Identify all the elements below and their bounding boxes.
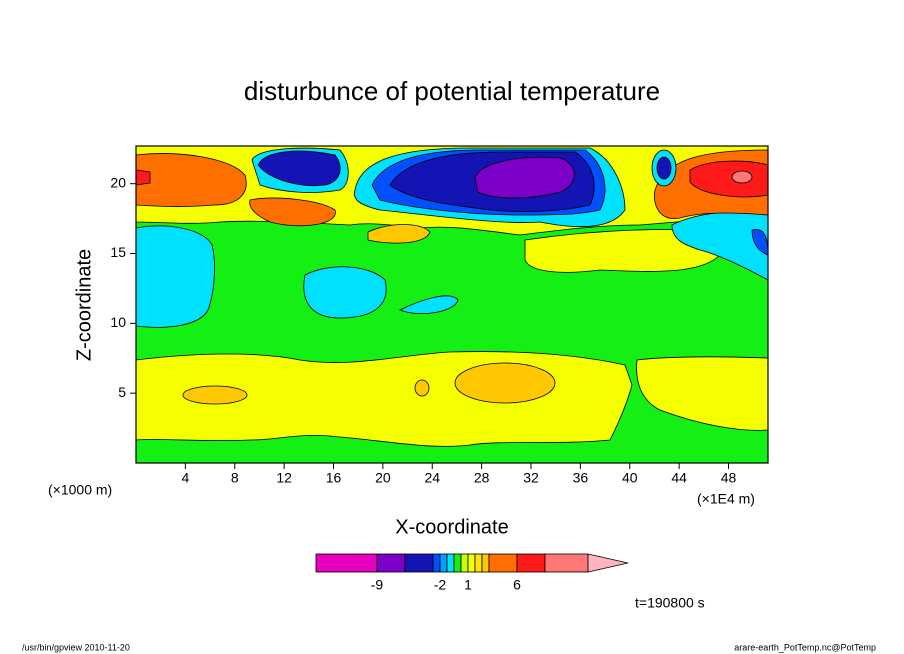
colorbar-segment (488, 553, 518, 573)
colorbar-segment (481, 553, 490, 573)
x-tick-label: 8 (231, 470, 239, 486)
x-tick-label: 32 (523, 470, 539, 486)
x-tick-label: 16 (326, 470, 342, 486)
region (136, 169, 151, 186)
y-axis-label: Z-coordinate (73, 249, 95, 361)
colorbar-label: -2 (434, 577, 447, 593)
colorbar-label: 6 (513, 577, 521, 593)
region (656, 156, 672, 180)
region (731, 170, 753, 184)
region (751, 229, 768, 256)
colorbar-segment (315, 553, 378, 573)
plot-frame (135, 145, 769, 464)
region (136, 153, 247, 207)
chart-title: disturbunce of potential temperature (244, 76, 660, 106)
colorbar-segment (432, 553, 441, 573)
colorbar-segment (376, 553, 406, 573)
region (303, 266, 387, 319)
region (182, 385, 248, 405)
colorbar-segment (453, 553, 462, 573)
colorbar-segment (474, 553, 483, 573)
y-tick-label: 10 (110, 314, 126, 330)
x-tick-label: 44 (671, 470, 687, 486)
x-tick-label: 28 (474, 470, 490, 486)
x-unit: (×1000 m) (48, 482, 112, 498)
region (257, 150, 341, 186)
colorbar-segment (446, 553, 455, 573)
x-tick-label: 12 (276, 470, 292, 486)
region (367, 224, 431, 244)
region (249, 197, 336, 227)
colorbar-segment (404, 553, 434, 573)
colorbar-extension (587, 553, 629, 573)
x-tick-label: 4 (181, 470, 189, 486)
colorbar-segment (544, 553, 589, 573)
region (414, 379, 430, 397)
colorbar-label: 1 (464, 577, 472, 593)
region (689, 160, 768, 198)
region (136, 225, 215, 328)
y-tick-label: 5 (118, 384, 126, 400)
x-axis-label: X-coordinate (395, 516, 508, 538)
colorbar-segment (439, 553, 448, 573)
colorbar-segment (467, 553, 476, 573)
x-scale: (×1E4 m) (697, 491, 755, 507)
region (636, 356, 768, 431)
y-tick-label: 15 (110, 244, 126, 260)
region (474, 156, 575, 199)
colorbar-segment (460, 553, 469, 573)
x-tick-label: 20 (375, 470, 391, 486)
contour-field (136, 146, 768, 463)
footer-right: arare-earth_PotTemp.nc@PotTemp (734, 642, 876, 652)
colorbar-segment (516, 553, 546, 573)
x-tick-label: 24 (424, 470, 440, 486)
region (399, 295, 459, 315)
region (454, 362, 556, 404)
region (524, 229, 721, 273)
x-tick-label: 40 (622, 470, 638, 486)
footer-left: /usr/bin/gpview 2010-11-20 (22, 642, 130, 652)
time-label: t=190800 s (635, 595, 705, 611)
y-tick-label: 20 (110, 174, 126, 190)
colorbar-label: -9 (371, 577, 384, 593)
x-tick-label: 48 (721, 470, 737, 486)
x-tick-label: 36 (573, 470, 589, 486)
